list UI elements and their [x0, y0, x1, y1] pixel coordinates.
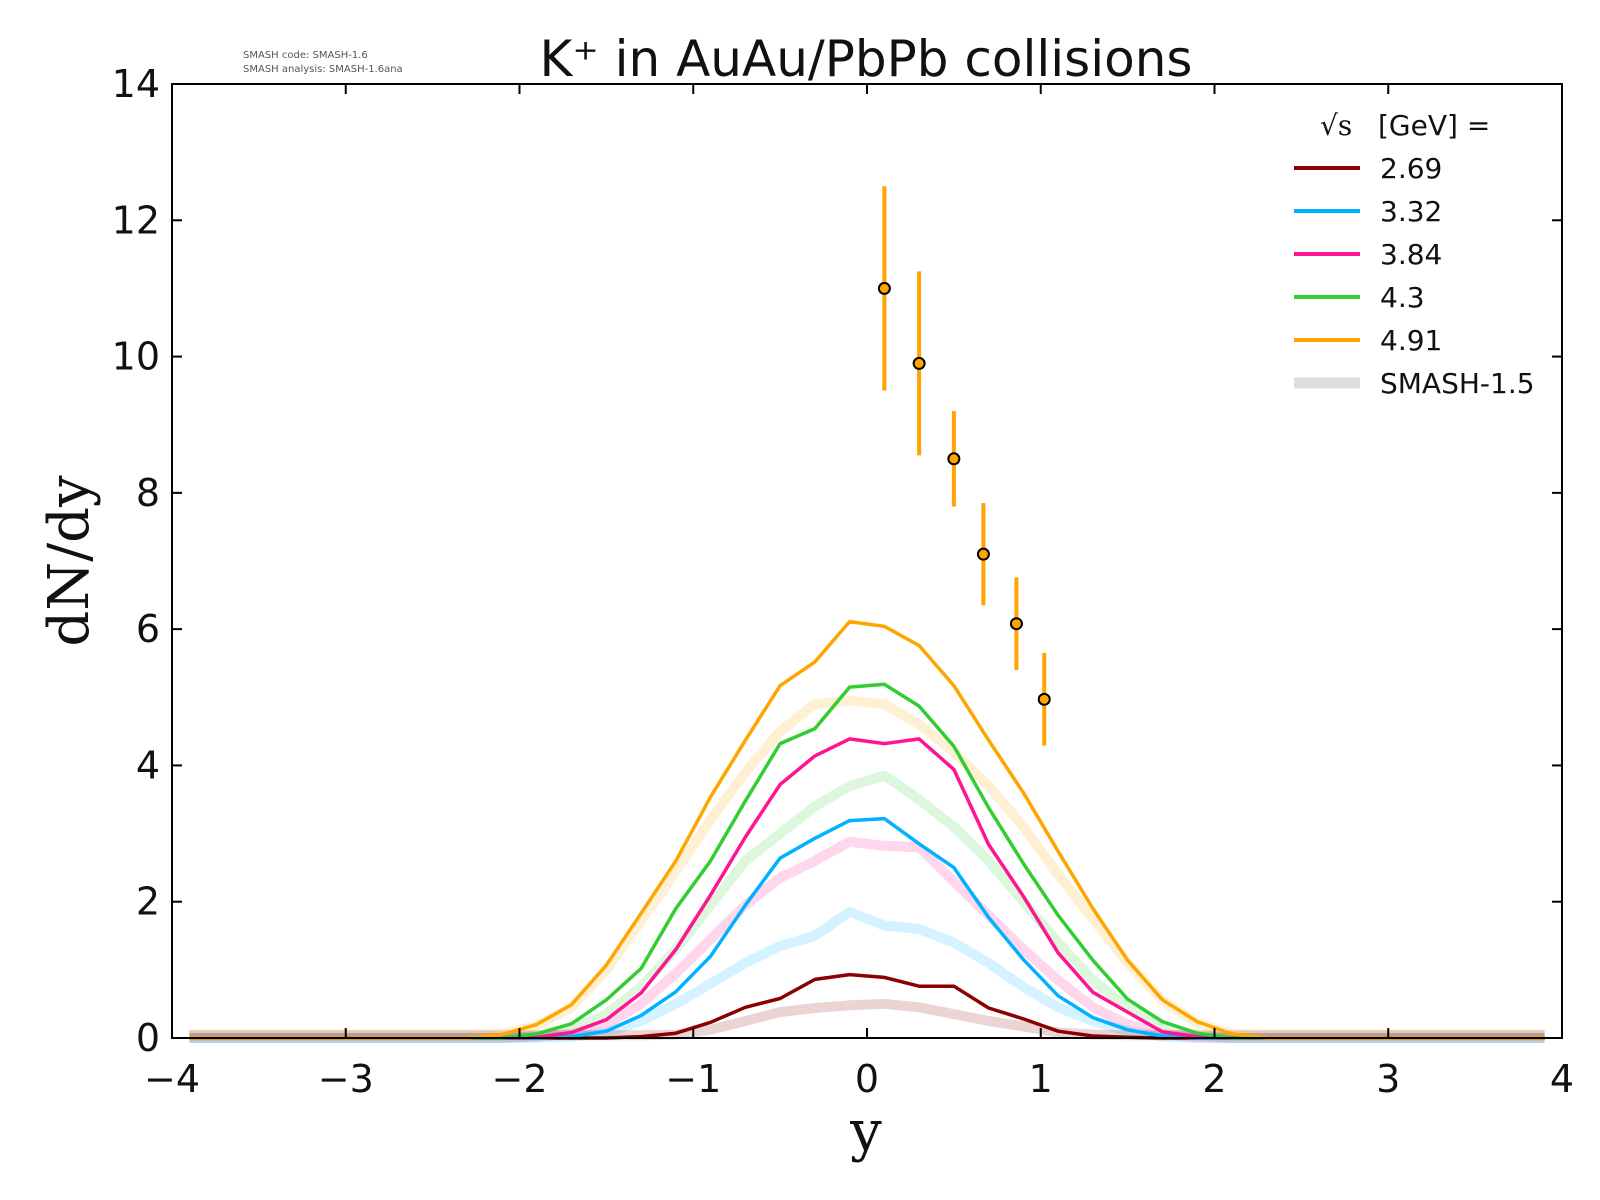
legend-label: 2.69: [1380, 152, 1442, 185]
series-curves: [189, 619, 1545, 1040]
x-tick-label: −1: [665, 1057, 721, 1101]
y-tick-label: 10: [112, 335, 160, 379]
x-tick-label: −3: [318, 1057, 374, 1101]
plot-area-frame: [171, 83, 1563, 1039]
x-tick-label: 2: [1202, 1057, 1226, 1101]
reference-curve-5: [189, 998, 1545, 1041]
series-line-4.3: [189, 682, 1545, 1040]
y-axis-ticks: 0 2 4 6 8 10 12 14: [112, 62, 1562, 1060]
reference-curve-2: [189, 770, 1545, 1043]
x-tick-label: −2: [491, 1057, 547, 1101]
legend-title-text: [GeV] =: [1378, 109, 1490, 142]
y-tick-label: 4: [136, 743, 160, 787]
legend-label: 3.84: [1380, 238, 1442, 271]
x-tick-label: 3: [1376, 1057, 1400, 1101]
data-point-4: [976, 547, 990, 561]
legend-label: 4.3: [1380, 281, 1425, 314]
x-tick-label: −4: [144, 1057, 200, 1101]
legend: √s [GeV] = 2.69 3.32 3.84 4.3 4.91 SMASH-1.5: [1294, 109, 1535, 400]
experimental-data-points: [877, 186, 1051, 746]
legend-label: 4.91: [1380, 324, 1442, 357]
x-axis-label: y: [849, 1099, 882, 1164]
data-point-1: [877, 281, 891, 295]
y-tick-label: 6: [136, 607, 160, 651]
legend-label: 3.32: [1380, 195, 1442, 228]
data-point-5: [1009, 617, 1023, 631]
x-axis-ticks: −4 −3 −2 −1 0 1 2 3 4: [144, 84, 1574, 1101]
y-tick-label: 8: [136, 471, 160, 515]
legend-title-symbol: √s: [1320, 109, 1352, 142]
x-tick-label: 4: [1550, 1057, 1574, 1101]
x-tick-label: 1: [1029, 1057, 1053, 1101]
reference-curves: [189, 695, 1545, 1043]
y-tick-label: 0: [136, 1016, 160, 1060]
y-axis-label: dN/dy: [37, 475, 102, 647]
header-note-line2: SMASH analysis: SMASH-1.6ana: [243, 64, 403, 75]
y-tick-label: 2: [136, 880, 160, 924]
data-point-2: [912, 356, 926, 370]
x-tick-label: 0: [855, 1057, 879, 1101]
data-point-6: [1037, 692, 1051, 706]
legend-label: SMASH-1.5: [1380, 367, 1535, 400]
header-note-line1: SMASH code: SMASH-1.6: [243, 50, 368, 61]
legend-entries: 2.69 3.32 3.84 4.3 4.91 SMASH-1.5: [1294, 152, 1535, 400]
reference-curve-1: [189, 695, 1545, 1040]
data-point-3: [947, 452, 961, 466]
y-tick-label: 14: [112, 62, 160, 106]
chart-title: K⁺ in AuAu/PbPb collisions: [540, 30, 1193, 88]
y-tick-label: 12: [112, 198, 160, 242]
